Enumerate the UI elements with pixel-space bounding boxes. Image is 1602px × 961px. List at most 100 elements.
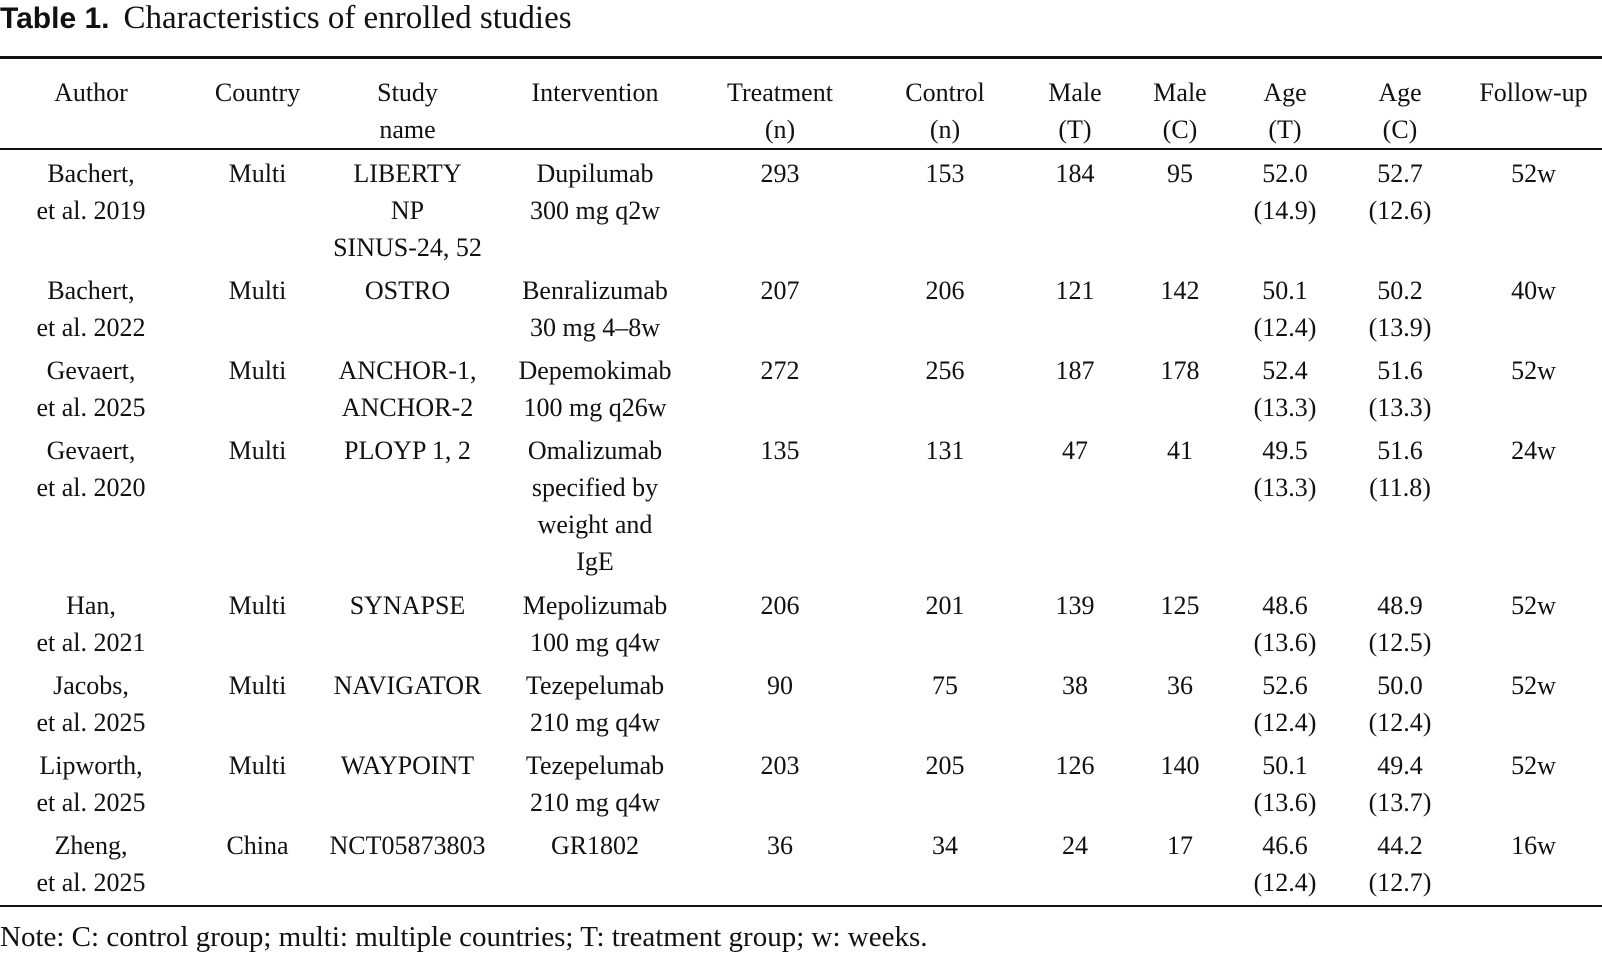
cell-author: Bachert, et al. 2022 — [36, 276, 146, 342]
cell-male-t: 139 — [1055, 591, 1095, 620]
cell-study-name: OSTRO — [364, 276, 451, 305]
cell-author: Gevaert, et al. 2020 — [36, 436, 146, 502]
cell-follow-up: 40w — [1511, 276, 1556, 305]
cell-treatment-n: 293 — [760, 159, 800, 188]
cell-author: Gevaert, et al. 2025 — [36, 356, 146, 422]
cell-control-n: 153 — [925, 159, 965, 188]
cell-treatment-n: 90 — [767, 671, 793, 700]
cell-control-n: 131 — [925, 436, 965, 465]
cell-author: Han, et al. 2021 — [36, 591, 146, 657]
cell-treatment-n: 203 — [760, 751, 800, 780]
cell-treatment-n: 272 — [760, 356, 800, 385]
cell-author: Jacobs, et al. 2025 — [36, 671, 146, 737]
cell-control-n: 34 — [932, 831, 958, 860]
cell-male-t: 187 — [1055, 356, 1095, 385]
cell-study-name: ANCHOR-1, ANCHOR-2 — [338, 356, 477, 422]
cell-treatment-n: 36 — [767, 831, 793, 860]
cell-country: Multi — [228, 671, 287, 700]
cell-author: Bachert, et al. 2019 — [36, 159, 146, 225]
cell-treatment-n: 135 — [760, 436, 800, 465]
cell-treatment-n: 207 — [760, 276, 800, 305]
cell-male-c: 178 — [1160, 356, 1200, 385]
cell-intervention: Depemokimab 100 mg q26w — [518, 356, 672, 422]
cell-age-t: 52.4 (13.3) — [1253, 356, 1317, 422]
cell-control-n: 256 — [925, 356, 965, 385]
cell-age-t: 50.1 (13.6) — [1253, 751, 1317, 817]
cell-male-t: 38 — [1062, 671, 1088, 700]
cell-male-c: 36 — [1167, 671, 1193, 700]
cell-study-name: SYNAPSE — [349, 591, 466, 620]
cell-male-c: 17 — [1167, 831, 1193, 860]
cell-treatment-n: 206 — [760, 591, 800, 620]
cell-follow-up: 52w — [1511, 591, 1556, 620]
cell-male-t: 184 — [1055, 159, 1095, 188]
cell-country: Multi — [228, 591, 287, 620]
cell-age-c: 50.2 (13.9) — [1368, 276, 1432, 342]
cell-male-t: 126 — [1055, 751, 1095, 780]
header-male-c: Male (C) — [1153, 78, 1207, 144]
cell-country: Multi — [228, 276, 287, 305]
cell-intervention: Tezepelumab 210 mg q4w — [525, 751, 665, 817]
cell-country: Multi — [228, 159, 287, 188]
cell-male-c: 95 — [1167, 159, 1193, 188]
cell-intervention: GR1802 — [550, 831, 640, 860]
cell-age-c: 44.2 (12.7) — [1368, 831, 1432, 897]
cell-country: China — [226, 831, 289, 860]
header-intervention: Intervention — [531, 78, 659, 107]
header-follow-up: Follow-up — [1479, 78, 1588, 107]
cell-age-t: 49.5 (13.3) — [1253, 436, 1317, 502]
header-study-name: Study name — [377, 78, 438, 144]
cell-author: Zheng, et al. 2025 — [36, 831, 146, 897]
cell-age-c: 51.6 (11.8) — [1369, 436, 1431, 502]
cell-male-c: 142 — [1160, 276, 1200, 305]
cell-author: Lipworth, et al. 2025 — [36, 751, 146, 817]
header-country: Country — [214, 78, 301, 107]
header-author: Author — [54, 78, 128, 107]
cell-control-n: 201 — [925, 591, 965, 620]
cell-intervention: Dupilumab 300 mg q2w — [530, 159, 660, 225]
cell-follow-up: 52w — [1511, 159, 1556, 188]
cell-country: Multi — [228, 356, 287, 385]
cell-age-t: 48.6 (13.6) — [1253, 591, 1317, 657]
header-age-t: Age (T) — [1263, 78, 1307, 144]
cell-age-t: 46.6 (12.4) — [1253, 831, 1317, 897]
cell-age-t: 52.0 (14.9) — [1253, 159, 1317, 225]
cell-male-t: 24 — [1062, 831, 1088, 860]
cell-country: Multi — [228, 436, 287, 465]
cell-follow-up: 52w — [1511, 671, 1556, 700]
cell-follow-up: 16w — [1511, 831, 1556, 860]
cell-control-n: 205 — [925, 751, 965, 780]
table-title: Characteristics of enrolled studies — [123, 0, 572, 36]
cell-male-c: 125 — [1160, 591, 1200, 620]
cell-study-name: LIBERTY NP SINUS-24, 52 — [333, 159, 482, 262]
cell-intervention: Tezepelumab 210 mg q4w — [525, 671, 665, 737]
header-treatment-n: Treatment (n) — [727, 78, 833, 144]
bottom-rule — [0, 905, 1602, 907]
cell-male-c: 41 — [1167, 436, 1193, 465]
header-control-n: Control (n) — [905, 78, 985, 144]
table-label: Table 1. — [0, 2, 110, 35]
top-rule — [0, 56, 1602, 59]
cell-control-n: 206 — [925, 276, 965, 305]
cell-age-c: 50.0 (12.4) — [1368, 671, 1432, 737]
cell-male-c: 140 — [1160, 751, 1200, 780]
cell-study-name: PLOYP 1, 2 — [344, 436, 471, 465]
cell-age-c: 52.7 (12.6) — [1368, 159, 1432, 225]
cell-age-c: 48.9 (12.5) — [1368, 591, 1432, 657]
cell-age-t: 52.6 (12.4) — [1253, 671, 1317, 737]
cell-age-t: 50.1 (12.4) — [1253, 276, 1317, 342]
cell-control-n: 75 — [932, 671, 958, 700]
header-male-t: Male (T) — [1048, 78, 1102, 144]
cell-follow-up: 52w — [1511, 356, 1556, 385]
cell-intervention: Omalizumab specified by weight and IgE — [527, 436, 663, 576]
table-caption: Table 1. Characteristics of enrolled stud… — [0, 0, 572, 40]
cell-country: Multi — [228, 751, 287, 780]
cell-age-c: 51.6 (13.3) — [1368, 356, 1432, 422]
cell-follow-up: 52w — [1511, 751, 1556, 780]
cell-follow-up: 24w — [1511, 436, 1556, 465]
cell-study-name: NAVIGATOR — [333, 671, 482, 700]
cell-intervention: Mepolizumab 100 mg q4w — [522, 591, 668, 657]
header-rule — [0, 148, 1602, 150]
header-age-c: Age (C) — [1378, 78, 1422, 144]
cell-male-t: 121 — [1055, 276, 1095, 305]
